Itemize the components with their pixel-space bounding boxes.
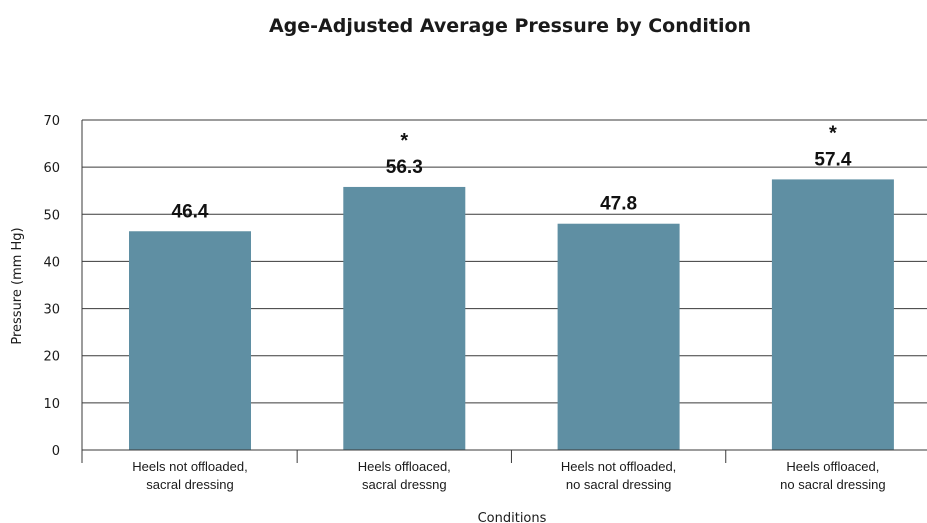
x-tick-label: no sacral dressing [566, 477, 672, 492]
x-tick-label: Heels offloaced, [358, 459, 451, 474]
y-axis-title: Pressure (mm Hg) [10, 227, 25, 344]
bar [129, 231, 251, 450]
x-tick-label: Heels offloaced, [786, 459, 879, 474]
y-tick-label: 10 [43, 397, 60, 412]
bars [129, 179, 894, 450]
data-label: 57.4 [814, 149, 851, 170]
y-tick-label: 50 [43, 208, 60, 223]
x-tick-label: no sacral dressing [780, 477, 886, 492]
y-tick-label: 70 [43, 114, 60, 129]
data-label: 56.3 [386, 157, 423, 178]
y-tick-label: 30 [43, 303, 60, 318]
bar [343, 186, 466, 450]
bar [557, 223, 680, 450]
data-label: 47.8 [600, 194, 637, 215]
data-labels: 46.4 56.3 * 47.8 57.4 * [172, 122, 852, 222]
significance-marker: * [829, 122, 837, 144]
x-tick-label: Heels not offloaded, [561, 459, 676, 474]
chart-title: Age-Adjusted Average Pressure by Conditi… [269, 15, 751, 37]
x-tick-label: sacral dressng [362, 477, 447, 492]
y-tick-label: 40 [43, 255, 60, 270]
data-label: 46.4 [172, 201, 209, 222]
y-tick-label: 20 [43, 350, 60, 365]
y-tick-label: 0 [52, 444, 60, 459]
x-tick-label: Heels not offloaded, [132, 459, 247, 474]
x-tick-label: sacral dressing [146, 477, 233, 492]
bar [771, 179, 894, 450]
y-tick-label: 60 [43, 161, 60, 176]
axes: 0 10 20 30 40 50 60 70 Heels not offloaded, sacra… [43, 114, 927, 492]
x-axis-title: Conditions [478, 511, 547, 523]
significance-marker: * [400, 130, 408, 152]
